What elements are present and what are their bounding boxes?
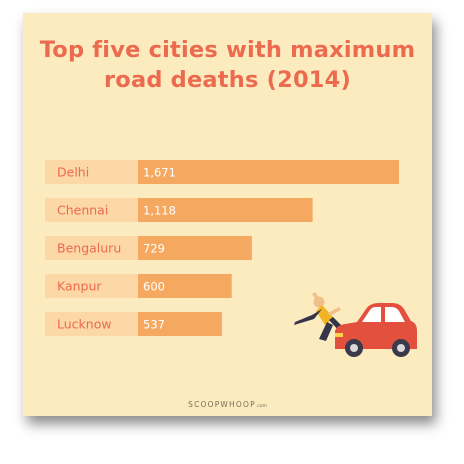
value-label-chennai: 1,118 [143,204,176,218]
bar-row-lucknow: Lucknow 537 [45,312,222,336]
category-label-block-kanpur [45,274,138,298]
bar-kanpur [138,274,232,298]
bar-delhi [138,160,399,184]
value-label-lucknow: 537 [143,318,165,332]
bar-chart: Delhi 1,671 Chennai 1,118 Bengaluru 729 Kanpur… [45,160,417,357]
car-accident-illustration [294,292,417,357]
category-label-block-bengaluru [45,236,138,260]
infographic-card: Top five cities with maximum road deaths… [23,13,432,416]
category-label-block-lucknow [45,312,138,336]
bar-row-chennai: Chennai 1,118 [45,198,313,222]
bar-chennai [138,198,313,222]
footer-brand-name: SCOOPWHOOP [188,400,256,409]
chart-title-line-1: Top five cities with maximum [39,37,416,63]
category-label-chennai: Chennai [57,203,108,218]
category-label-block-chennai [45,198,138,222]
bar-lucknow [138,312,222,336]
category-label-bengaluru: Bengaluru [57,241,121,256]
value-label-delhi: 1,671 [143,166,176,180]
value-label-bengaluru: 729 [143,242,165,256]
footer-brand-suffix: .com [255,404,267,409]
footer-brand: SCOOPWHOOP.com [23,400,432,409]
category-label-block-delhi [45,160,138,184]
chart-title: Top five cities with maximum road deaths… [23,35,432,95]
bar-row-delhi: Delhi 1,671 [45,160,399,184]
category-label-kanpur: Kanpur [57,279,102,294]
bar-bengaluru [138,236,252,260]
pedestrian-figure [294,292,345,341]
bar-row-bengaluru: Bengaluru 729 [45,236,252,260]
bar-row-kanpur: Kanpur 600 [45,274,232,298]
car-figure [335,303,417,357]
value-label-kanpur: 600 [143,280,165,294]
category-label-delhi: Delhi [57,165,89,180]
category-label-lucknow: Lucknow [57,317,112,332]
chart-title-line-2: road deaths (2014) [103,67,351,93]
